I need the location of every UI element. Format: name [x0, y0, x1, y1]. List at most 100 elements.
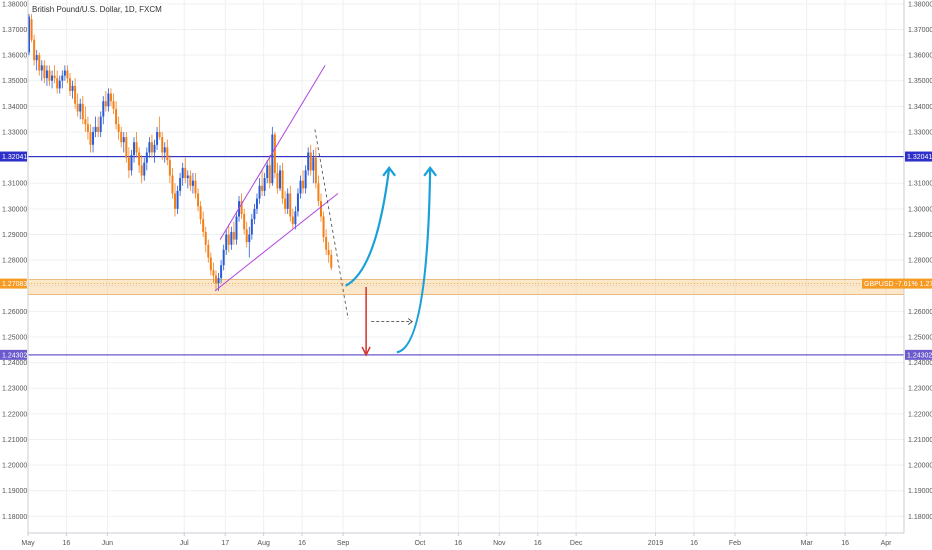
- candle-body: [289, 193, 292, 217]
- candle-body: [130, 155, 133, 171]
- candle-body: [232, 231, 235, 240]
- y-tick-label-right: 1.20000: [908, 463, 932, 470]
- y-tick-label-left: 1.31000: [2, 181, 27, 188]
- last-price-tag-left: [0, 278, 27, 289]
- candle-body: [109, 93, 112, 102]
- candle-body: [240, 201, 243, 214]
- y-tick-label-right: 1.21000: [908, 437, 932, 444]
- candle-body: [56, 78, 59, 89]
- candle-body: [174, 193, 176, 209]
- wedge-lower-line: [214, 193, 339, 292]
- y-tick-label-right: 1.19000: [908, 488, 932, 495]
- candle-body: [104, 101, 107, 107]
- candle-body: [115, 108, 118, 125]
- candle-body: [230, 231, 233, 245]
- y-tick-label-left: 1.18000: [2, 514, 27, 521]
- x-tick-label: Dec: [570, 540, 583, 547]
- candle-body: [294, 211, 297, 225]
- candle-body: [163, 147, 166, 153]
- candle-body: [40, 65, 43, 71]
- level-tag-left: [0, 151, 27, 162]
- candle-body: [271, 134, 274, 184]
- candle-body: [263, 178, 266, 191]
- y-tick-label-right: 1.35000: [908, 78, 932, 85]
- candle-body: [225, 234, 228, 250]
- dashed-trendline: [314, 129, 349, 320]
- x-tick-label: 16: [841, 540, 849, 547]
- candle-body: [156, 131, 159, 145]
- level-tag-left-text: 1.24302: [2, 352, 27, 359]
- candle-body: [150, 142, 153, 153]
- candle-body: [148, 142, 151, 153]
- x-tick-label: Jun: [102, 540, 113, 547]
- y-tick-label-left: 1.34000: [2, 104, 27, 111]
- candle-body: [191, 180, 194, 186]
- y-tick-label-right: 1.36000: [908, 53, 932, 60]
- y-tick-label-left: 1.36000: [2, 53, 27, 60]
- candle-body: [71, 85, 74, 91]
- candle-body: [112, 101, 115, 109]
- y-tick-label-right: 1.34000: [908, 104, 932, 111]
- y-tick-label-right: 1.22000: [908, 411, 932, 418]
- level-tag-right: [905, 151, 932, 162]
- y-tick-label-right: 1.23000: [908, 386, 932, 393]
- candle-body: [61, 75, 64, 81]
- candle-body: [122, 137, 125, 143]
- y-tick-label-right: 1.25000: [908, 334, 932, 341]
- candle-body: [76, 103, 79, 112]
- x-tick-label: Mar: [801, 540, 814, 547]
- candle-body: [179, 178, 182, 191]
- y-tick-label-right: 1.33000: [908, 129, 932, 136]
- candle-body: [266, 165, 269, 179]
- x-tick-label: 16: [690, 540, 698, 547]
- candle-body: [94, 126, 97, 132]
- candle-body: [127, 157, 130, 171]
- candle-body: [258, 185, 261, 199]
- candle-body: [125, 137, 128, 158]
- candle-body: [312, 157, 315, 171]
- candle-body: [158, 131, 161, 138]
- candle-body: [212, 270, 215, 276]
- y-tick-label-left: 1.33000: [2, 129, 27, 136]
- candle-body: [86, 124, 89, 132]
- candle-body: [330, 254, 333, 268]
- candle-body: [322, 216, 325, 238]
- y-tick-label-right: 1.28000: [908, 258, 932, 265]
- candle-body: [176, 190, 179, 209]
- candle-body: [197, 193, 200, 207]
- x-tick-label: Apr: [881, 540, 893, 547]
- candle-body: [276, 172, 279, 189]
- candle-body: [135, 142, 138, 153]
- candle-body: [33, 39, 36, 61]
- x-tick-label: Sep: [337, 540, 350, 547]
- candle-body: [53, 75, 56, 79]
- y-tick-label-left: 1.35000: [2, 78, 27, 85]
- candle-body: [30, 19, 33, 40]
- candle-body: [48, 70, 51, 81]
- y-tick-label-left: 1.19000: [2, 488, 27, 495]
- candle-body: [281, 170, 284, 199]
- candle-body: [99, 116, 102, 132]
- candle-body: [209, 257, 212, 271]
- y-tick-label-right: 1.26000: [908, 309, 932, 316]
- candle-body: [279, 170, 282, 189]
- candle-body: [207, 244, 210, 258]
- x-tick-label: Feb: [729, 540, 741, 547]
- candle-body: [304, 170, 307, 189]
- candle-body: [145, 152, 148, 163]
- candle-body: [63, 70, 66, 76]
- last-price-tag-left-text: 1.27083: [2, 281, 27, 288]
- blue-curved-arrow-head-1: [382, 166, 397, 177]
- y-tick-label-left: 1.30000: [2, 206, 27, 213]
- candle-body: [38, 55, 41, 71]
- level-tag-left: [0, 349, 27, 360]
- last-price-tag-right-text: GBPUSD -7.61% 1.27083: [864, 281, 932, 288]
- candle-body: [120, 131, 123, 143]
- blue-curved-arrow-1: [345, 167, 391, 287]
- candle-body: [143, 162, 146, 176]
- candle-body: [299, 180, 302, 194]
- candle-body: [302, 180, 305, 189]
